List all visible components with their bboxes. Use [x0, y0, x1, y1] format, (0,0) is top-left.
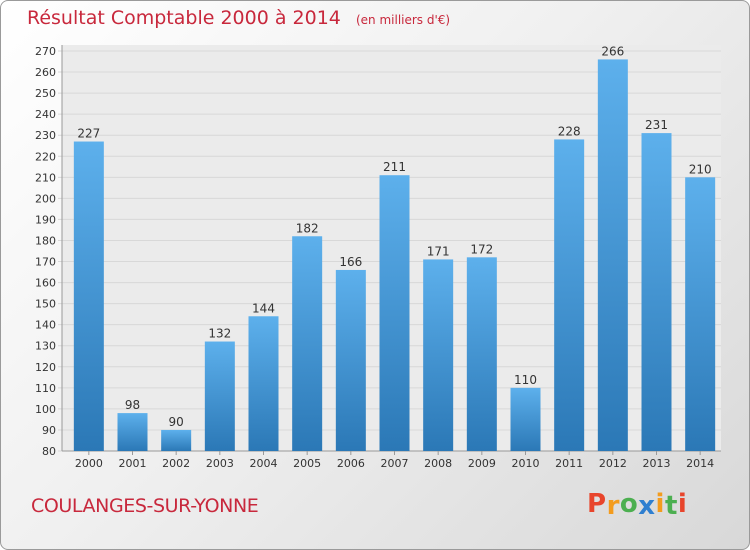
bar-2005: [292, 236, 323, 451]
bar-2007: [379, 175, 410, 452]
x-tick-label: 2009: [468, 457, 496, 470]
x-tick-label: 2011: [555, 457, 583, 470]
bar-2003: [204, 341, 235, 451]
bar-2014: [685, 177, 716, 451]
value-label: 171: [427, 244, 450, 258]
y-tick-label: 260: [35, 66, 56, 79]
y-tick-label: 140: [35, 319, 56, 332]
value-label: 182: [296, 221, 319, 235]
bar-2000: [73, 141, 104, 452]
y-tick-label: 80: [42, 445, 56, 458]
value-label: 166: [339, 255, 362, 269]
bar-2011: [554, 139, 585, 451]
logo-letter: P: [587, 489, 607, 519]
x-tick-label: 2003: [206, 457, 234, 470]
y-tick-label: 90: [42, 424, 56, 437]
chart-subtitle: (en milliers d'€): [355, 13, 451, 27]
y-tick-label: 270: [35, 45, 56, 58]
value-label: 144: [252, 301, 275, 315]
y-tick-label: 220: [35, 150, 56, 163]
chart-title: Résultat Comptable 2000 à 2014: [27, 7, 341, 29]
y-tick-label: 160: [35, 277, 56, 290]
logo-letter: o: [619, 489, 639, 519]
y-tick-label: 190: [35, 213, 56, 226]
y-tick-label: 120: [35, 361, 56, 374]
y-tick-label: 230: [35, 129, 56, 142]
value-label: 90: [169, 415, 184, 429]
x-tick-label: 2002: [162, 457, 190, 470]
x-tick-label: 2012: [599, 457, 627, 470]
bar-2008: [423, 259, 454, 451]
x-tick-label: 2007: [381, 457, 409, 470]
x-tick-label: 2001: [119, 457, 147, 470]
town-name: COULANGES-SUR-YONNE: [31, 495, 259, 517]
y-tick-label: 210: [35, 171, 56, 184]
bar-2004: [248, 316, 279, 451]
y-tick-label: 110: [35, 382, 56, 395]
value-label: 227: [77, 127, 100, 141]
logo-letter: i: [655, 489, 665, 519]
x-tick-label: 2014: [686, 457, 714, 470]
y-tick-label: 170: [35, 256, 56, 269]
y-tick-label: 130: [35, 340, 56, 353]
bar-2010: [510, 387, 541, 451]
x-tick-label: 2008: [424, 457, 452, 470]
proxiti-logo: Proxiti: [587, 489, 688, 521]
y-tick-label: 240: [35, 108, 56, 121]
y-tick-label: 150: [35, 298, 56, 311]
value-label: 110: [514, 373, 537, 387]
value-label: 228: [558, 124, 581, 138]
bar-2009: [466, 257, 497, 451]
logo-letter: x: [638, 491, 656, 521]
logo-letter: t: [664, 491, 678, 521]
bar-2002: [161, 429, 192, 451]
y-tick-label: 180: [35, 234, 56, 247]
value-label: 211: [383, 160, 406, 174]
bar-2006: [335, 269, 366, 451]
bar-2013: [641, 133, 672, 451]
bar-2012: [597, 59, 628, 451]
value-label: 132: [208, 327, 231, 341]
value-label: 231: [645, 118, 668, 132]
value-label: 210: [689, 162, 712, 176]
x-tick-label: 2005: [293, 457, 321, 470]
x-tick-label: 2000: [75, 457, 103, 470]
y-tick-label: 100: [35, 403, 56, 416]
value-label: 266: [601, 44, 624, 58]
y-tick-label: 250: [35, 87, 56, 100]
title-row: Résultat Comptable 2000 à 2014 (en milli…: [27, 7, 450, 29]
y-tick-label: 200: [35, 192, 56, 205]
value-label: 98: [125, 398, 140, 412]
x-tick-label: 2004: [250, 457, 278, 470]
logo-letter: i: [677, 489, 688, 519]
bar-2001: [117, 413, 148, 451]
x-tick-label: 2006: [337, 457, 365, 470]
logo-letter: r: [606, 491, 620, 521]
x-tick-label: 2013: [643, 457, 671, 470]
x-tick-label: 2010: [512, 457, 540, 470]
value-label: 172: [470, 242, 493, 256]
